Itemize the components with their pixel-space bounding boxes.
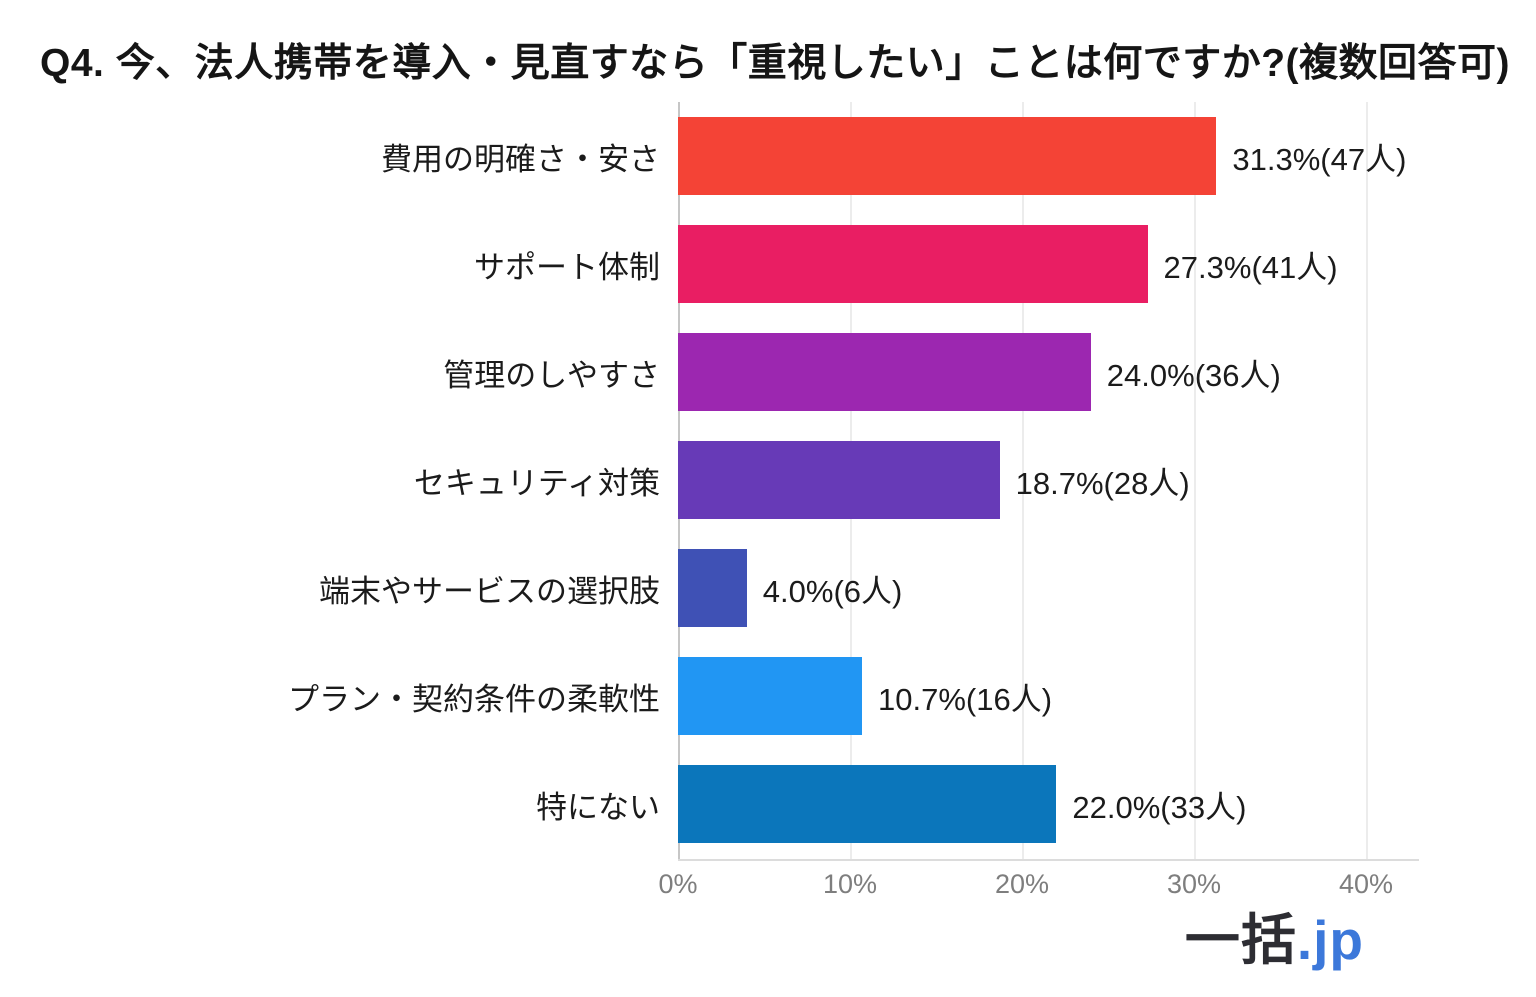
value-label: 18.7%(28人)	[1015, 465, 1190, 501]
value-label: 27.3%(41人)	[1163, 249, 1338, 285]
category-label: プラン・契約条件の柔軟性	[288, 681, 660, 717]
bar	[678, 549, 747, 627]
value-label: 22.0%(33人)	[1072, 789, 1247, 825]
value-label: 24.0%(36人)	[1106, 357, 1281, 393]
x-tick: 40%	[1338, 869, 1394, 899]
x-tick: 30%	[1166, 869, 1222, 899]
x-axis: 0% 10% 20% 30% 40%	[658, 869, 1419, 909]
bar-track: 4.0%(6人)	[678, 534, 1536, 642]
x-tick: 20%	[994, 869, 1050, 899]
bar-row: 特にない 22.0%(33人)	[0, 750, 1536, 858]
gridline-30pct	[1194, 102, 1196, 859]
bar	[678, 657, 863, 735]
bar-row: 費用の明確さ・安さ 31.3%(47人)	[0, 102, 1536, 210]
category-label: サポート体制	[474, 249, 660, 285]
gridline-40pct	[1366, 102, 1368, 859]
bar-row: セキュリティ対策 18.7%(28人)	[0, 426, 1536, 534]
chart-title: Q4. 今、法人携帯を導入・見直すなら「重視したい」ことは何ですか?(複数回答可…	[40, 42, 1510, 85]
bar	[678, 225, 1148, 303]
bar-track: 10.7%(16人)	[678, 642, 1536, 750]
bar-track: 31.3%(47人)	[678, 102, 1536, 210]
gridline-20pct	[1022, 102, 1024, 859]
value-label: 31.3%(47人)	[1232, 141, 1407, 177]
bar-track: 24.0%(36人)	[678, 318, 1536, 426]
bar-row: 管理のしやすさ 24.0%(36人)	[0, 318, 1536, 426]
category-label: 費用の明確さ・安さ	[381, 141, 660, 177]
bar	[678, 117, 1217, 195]
bar	[678, 765, 1057, 843]
ikkatsu-jp-logo: 一括.jp	[1185, 895, 1364, 975]
logo-text-black: 一括	[1184, 909, 1297, 971]
category-label: 端末やサービスの選択肢	[319, 573, 660, 609]
bar-row: プラン・契約条件の柔軟性 10.7%(16人)	[0, 642, 1536, 750]
category-label: 管理のしやすさ	[443, 357, 660, 393]
bar-track: 22.0%(33人)	[678, 750, 1536, 858]
bars-container: 費用の明確さ・安さ 31.3%(47人) サポート体制 27.3%(41人) 管…	[0, 102, 1536, 858]
bar-row: 端末やサービスの選択肢 4.0%(6人)	[0, 534, 1536, 642]
bar	[678, 441, 1000, 519]
bar-track: 18.7%(28人)	[678, 426, 1536, 534]
x-tick: 10%	[822, 869, 878, 899]
value-label: 4.0%(6人)	[762, 573, 903, 609]
category-label: セキュリティ対策	[413, 465, 660, 501]
logo-text-blue: .jp	[1296, 909, 1364, 971]
x-tick: 0%	[658, 869, 698, 899]
value-label: 10.7%(16人)	[878, 681, 1053, 717]
bar-track: 27.3%(41人)	[678, 210, 1536, 318]
bar-row: サポート体制 27.3%(41人)	[0, 210, 1536, 318]
bar	[678, 333, 1091, 411]
category-label: 特にない	[536, 789, 660, 825]
